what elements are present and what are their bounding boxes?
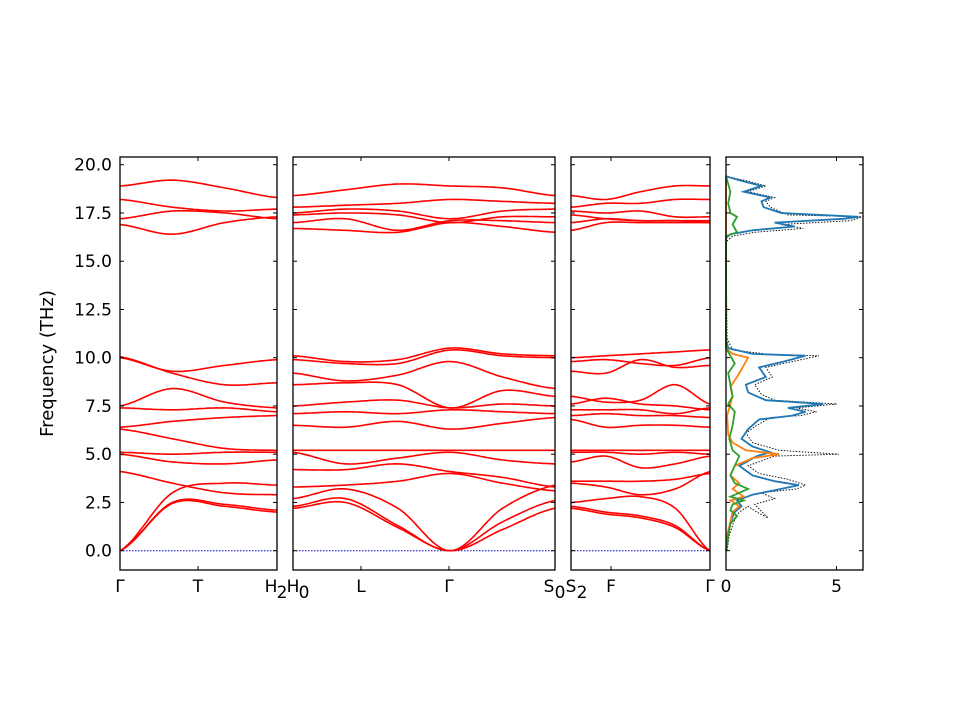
phonon-band-13 [119,216,278,235]
y-tick-label: 0.0 [85,542,112,562]
phonon-band-6 [570,455,711,469]
band-panel-1: Γ T H 20.02.55.07.510.012.515.017.520.0 [74,156,287,603]
phonon-band-8 [119,414,277,428]
y-tick-label: 17.5 [74,204,112,224]
panel-frame [292,156,556,571]
phonon-band-13 [292,349,555,366]
dos-x-tick-label: 0 [721,577,732,597]
phonon-band-20 [292,183,556,197]
k-point-label: Γ [115,577,125,597]
phonon-band-21 [570,198,710,208]
phonon-band-14 [570,358,711,375]
phonon-band-3 [570,495,711,552]
phonon-band-6 [292,451,556,465]
k-point-subscript: 0 [299,583,310,603]
phonon-band-11 [293,381,556,409]
k-point-label: L [356,577,366,597]
phonon-band-4 [571,470,711,496]
k-point-label: Γ [705,577,715,597]
k-point-subscript: 2 [277,583,288,603]
phonon-band-10 [119,387,278,409]
phonon-band-19 [292,198,555,208]
y-tick-label: 10.0 [74,349,112,369]
panel-frame [570,156,711,571]
phonon-band-12 [119,355,278,386]
phonon-band-17 [293,212,555,224]
phonon-band-16 [571,349,710,359]
phonon-band-1 [570,507,711,552]
k-point-label: Γ [444,577,454,597]
y-axis-label: Frequency (THz) [37,290,58,437]
phonon-band-7 [119,428,277,452]
phonon-band-5 [293,462,556,488]
phonon-band-11 [119,356,278,373]
y-tick-label: 7.5 [85,397,112,417]
phonon-band-3 [119,482,278,552]
phonon-band-9 [120,407,277,413]
dos-partial-curve-1 [725,175,859,551]
y-tick-label: 20.0 [74,156,112,176]
phonon-band-5 [571,472,711,483]
phonon-band-4 [293,472,556,492]
dos-x-tick-label: 5 [831,577,842,597]
k-point-label: H [287,577,300,597]
k-point-subscript: 2 [577,583,588,603]
phonon-band-2 [292,497,556,552]
phonon-band-1 [292,500,556,552]
phonon-band-15 [570,356,711,367]
phonon-band-16 [119,179,278,199]
k-point-label: F [606,577,616,597]
phonon-band-3 [292,484,556,552]
phonon-band-15 [292,221,556,234]
phonon-band-12 [570,397,711,411]
dos-total-curve [725,175,864,551]
phonon-band-9 [292,409,556,415]
phonon-band-9 [570,418,711,429]
phonon-band-13 [570,383,711,405]
phonon-band-4 [119,470,277,496]
k-point-label: S [544,577,555,597]
k-point-label: T [192,577,204,597]
dos-partial-curve-2 [725,176,780,551]
y-tick-label: 15.0 [74,252,112,272]
phonon-band-10 [571,412,710,419]
phonon-band-6 [120,451,277,455]
phonon-band-11 [571,407,711,415]
phonon-band-2 [570,505,711,552]
phonon-band-10 [292,399,556,409]
phonon-band-17 [570,221,710,232]
phonon-band-14 [292,347,556,363]
phonon-band-2 [119,499,278,552]
k-point-label: S [566,577,577,597]
y-tick-label: 2.5 [85,493,112,513]
phonon-band-12 [292,360,556,390]
phonon-band-5 [119,453,278,465]
dos-partial-curve-3 [725,176,751,551]
phonon-band-14 [119,209,278,220]
y-tick-label: 12.5 [74,300,112,320]
phonon-band-22 [570,184,710,201]
dos-frame [725,156,864,571]
y-tick-label: 5.0 [85,445,112,465]
phonon-band-16 [292,217,555,232]
k-point-label: H [265,577,278,597]
phonon-band-7 [571,451,710,455]
phonon-band-8 [293,416,556,430]
k-point-subscript: 0 [555,583,566,603]
phonon-band-19 [570,214,710,224]
phonon-band-18 [292,208,555,220]
phonon-band-15 [119,198,278,212]
phonon-band-20 [570,210,710,219]
